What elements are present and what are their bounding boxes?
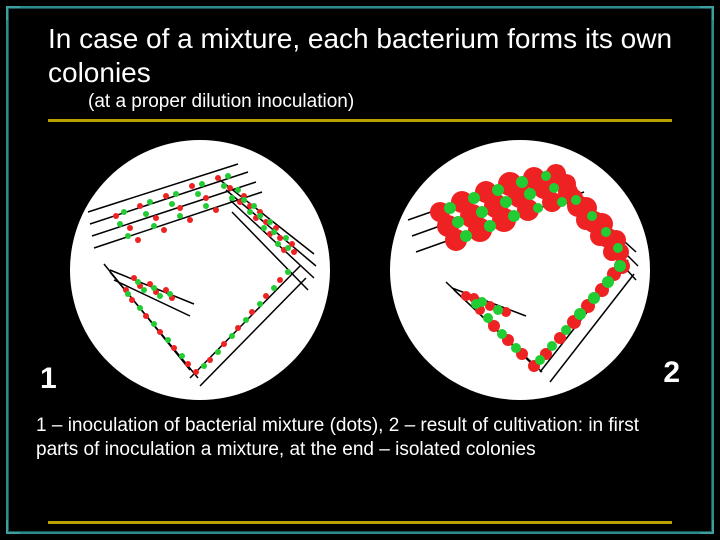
plate-2-label: 2 [663, 356, 680, 390]
plate-1 [70, 140, 330, 400]
plate-1-label: 1 [40, 362, 57, 396]
caption: 1 – inoculation of bacterial mixture (do… [8, 400, 712, 462]
corner-decoration [700, 520, 714, 534]
slide-title: In case of a mixture, each bacterium for… [8, 8, 712, 89]
plate-1-svg [70, 140, 330, 400]
corner-decoration [700, 6, 714, 20]
corner-decoration [6, 520, 20, 534]
plate-2 [390, 140, 650, 400]
slide-subtitle: (at a proper dilution inoculation) [48, 89, 672, 122]
slide-frame: In case of a mixture, each bacterium for… [6, 6, 714, 534]
plate-2-wrap: 2 [390, 140, 650, 400]
corner-decoration [6, 6, 20, 20]
plate-2-svg [390, 140, 650, 400]
plate-1-wrap: 1 [70, 140, 330, 400]
plates-row: 1 2 [8, 140, 712, 400]
bottom-underline [48, 521, 672, 524]
